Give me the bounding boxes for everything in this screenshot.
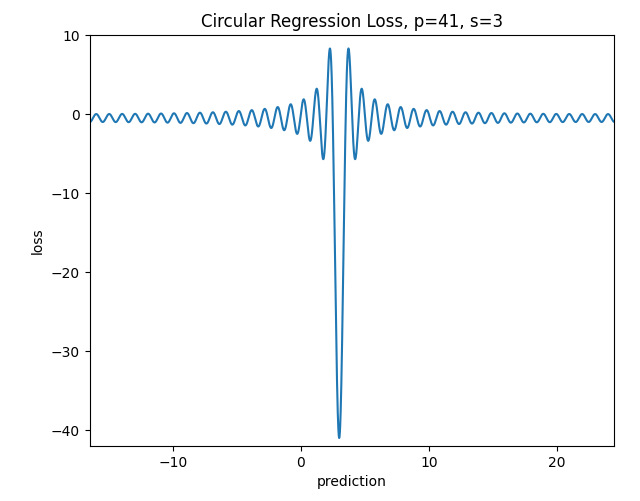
Y-axis label: loss: loss [31,227,45,254]
X-axis label: prediction: prediction [317,475,387,489]
Title: Circular Regression Loss, p=41, s=3: Circular Regression Loss, p=41, s=3 [201,13,503,31]
